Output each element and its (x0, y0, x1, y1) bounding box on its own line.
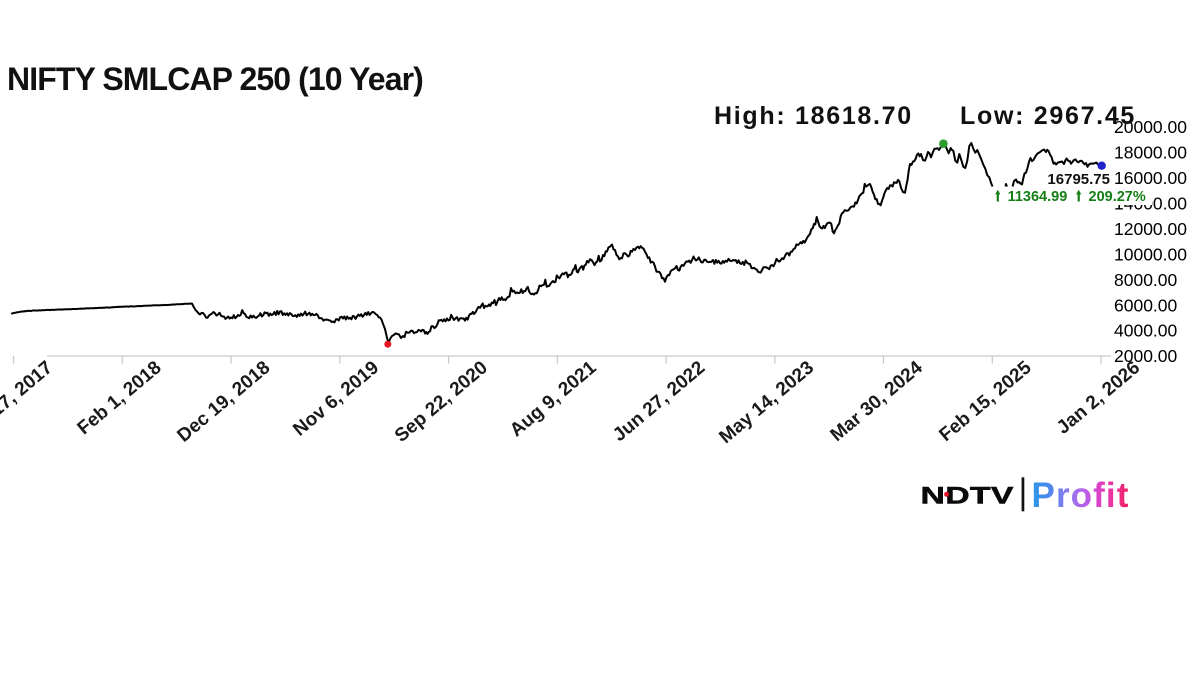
svg-text:18000.00: 18000.00 (1114, 143, 1187, 163)
svg-text:6000.00: 6000.00 (1114, 295, 1178, 315)
svg-text:High: 18618.70: High: 18618.70 (714, 102, 913, 130)
svg-text:Profit: Profit (1032, 476, 1130, 515)
svg-text:12000.00: 12000.00 (1114, 219, 1187, 239)
svg-text:8000.00: 8000.00 (1114, 270, 1178, 290)
svg-text:2000.00: 2000.00 (1114, 346, 1178, 366)
svg-text:10000.00: 10000.00 (1114, 244, 1187, 264)
svg-text:16795.75: 16795.75 (1047, 171, 1110, 188)
svg-text:Low: 2967.45: Low: 2967.45 (960, 102, 1136, 130)
svg-text:16000.00: 16000.00 (1114, 168, 1187, 188)
svg-text:20000.00: 20000.00 (1114, 117, 1187, 137)
svg-text:NIFTY SMLCAP 250 (10 Year): NIFTY SMLCAP 250 (10 Year) (7, 61, 423, 97)
svg-text:11364.99: 11364.99 (1008, 189, 1068, 205)
svg-text:NDTV: NDTV (921, 482, 1014, 509)
svg-text:209.27%: 209.27% (1089, 189, 1146, 205)
svg-text:4000.00: 4000.00 (1114, 321, 1178, 341)
